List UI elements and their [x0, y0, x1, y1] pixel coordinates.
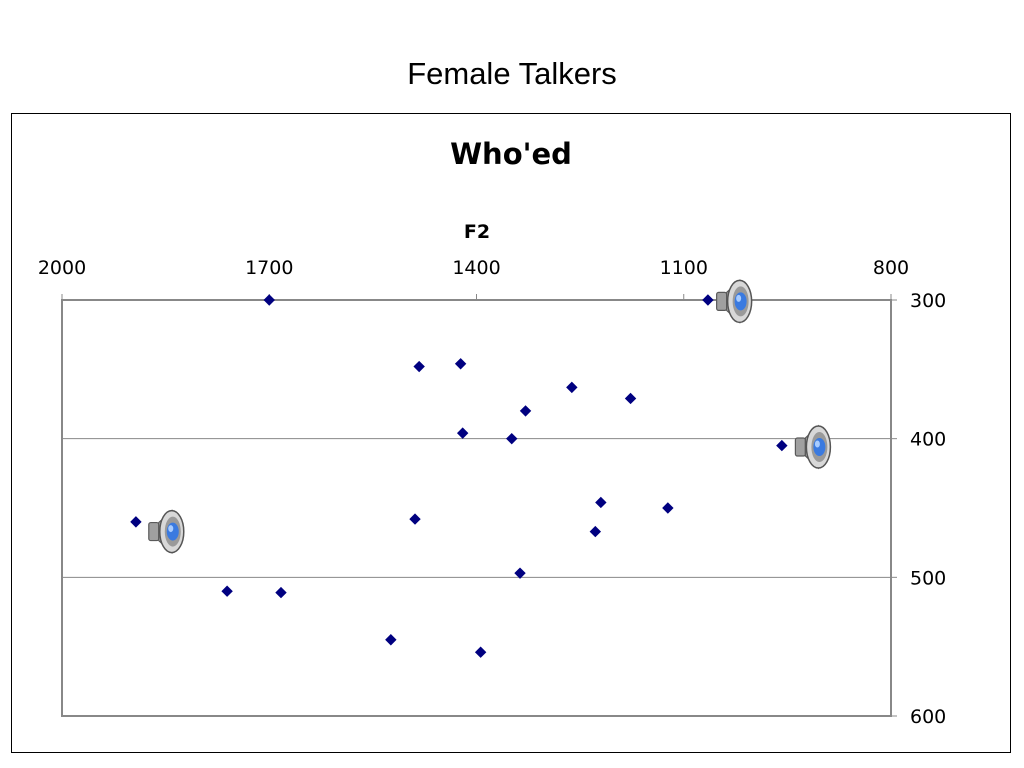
data-point — [506, 432, 518, 445]
data-point — [456, 427, 469, 439]
x-tick-label: 1400 — [452, 257, 500, 279]
speaker-icon[interactable] — [716, 279, 753, 324]
data-point — [624, 392, 637, 405]
audio-icons — [148, 279, 832, 554]
data-point — [662, 502, 674, 514]
data-point — [519, 405, 532, 417]
y-axis: 300 400 500 600 — [891, 290, 946, 728]
chart-title: Who'ed — [450, 137, 572, 171]
data-point — [454, 358, 467, 370]
data-point — [702, 294, 714, 306]
data-point — [221, 585, 233, 597]
data-point — [566, 381, 578, 394]
data-point — [413, 360, 425, 373]
data-point — [409, 513, 421, 525]
data-point — [263, 294, 275, 306]
x-axis: 2000 1700 1400 1100 800 — [38, 257, 909, 300]
data-point — [776, 439, 788, 452]
gridlines — [62, 438, 891, 578]
y-tick-label: 500 — [910, 567, 946, 589]
x-tick-label: 2000 — [38, 257, 86, 279]
slide-title: Female Talkers — [407, 56, 617, 91]
speaker-icon[interactable] — [148, 509, 185, 554]
y-tick-label: 400 — [910, 429, 946, 451]
data-point — [275, 586, 287, 599]
x-tick-label: 800 — [873, 257, 909, 279]
y-tick-label: 300 — [910, 290, 946, 312]
data-point — [595, 496, 607, 509]
speaker-icon[interactable] — [794, 424, 832, 470]
x-tick-label: 1700 — [245, 257, 293, 279]
y-tick-label: 600 — [910, 706, 946, 728]
data-point — [589, 525, 602, 538]
data-point — [474, 646, 487, 658]
data-points — [130, 294, 788, 658]
chart-frame — [11, 113, 1011, 753]
x-tick-label: 1100 — [660, 257, 708, 279]
x-axis-title: F2 — [464, 221, 490, 243]
data-point — [130, 516, 142, 528]
data-point — [514, 567, 526, 579]
data-point — [385, 634, 397, 646]
